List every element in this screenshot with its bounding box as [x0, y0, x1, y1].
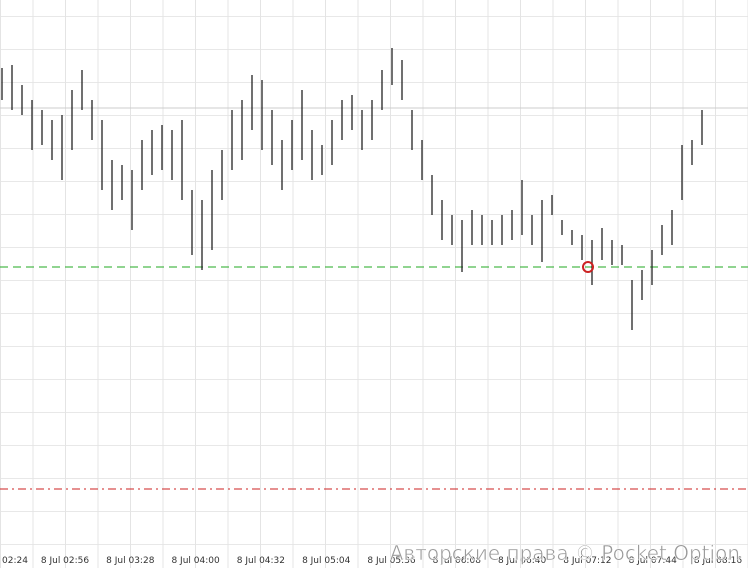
x-tick-label: 02:24 [2, 556, 28, 566]
x-tick-label: 8 Jul 07:44 [629, 556, 678, 566]
x-tick-label: 8 Jul 05:36 [367, 556, 416, 566]
x-tick-label: 8 Jul 04:00 [171, 556, 220, 566]
x-tick-label: 8 Jul 03:28 [106, 556, 155, 566]
x-tick-label: 8 Jul 05:04 [302, 556, 351, 566]
price-marker [582, 261, 594, 273]
x-tick-label: 8 Jul 06:40 [498, 556, 547, 566]
x-tick-label: 8 Jul 08:16 [694, 556, 743, 566]
x-tick-label: 8 Jul 07:12 [563, 556, 611, 566]
watermark: Авторские права © Pocket Option [390, 541, 740, 565]
x-tick-label: 8 Jul 06:08 [433, 556, 482, 566]
x-tick-label: 8 Jul 04:32 [237, 556, 285, 566]
x-tick-label: 8 Jul 02:56 [41, 556, 90, 566]
